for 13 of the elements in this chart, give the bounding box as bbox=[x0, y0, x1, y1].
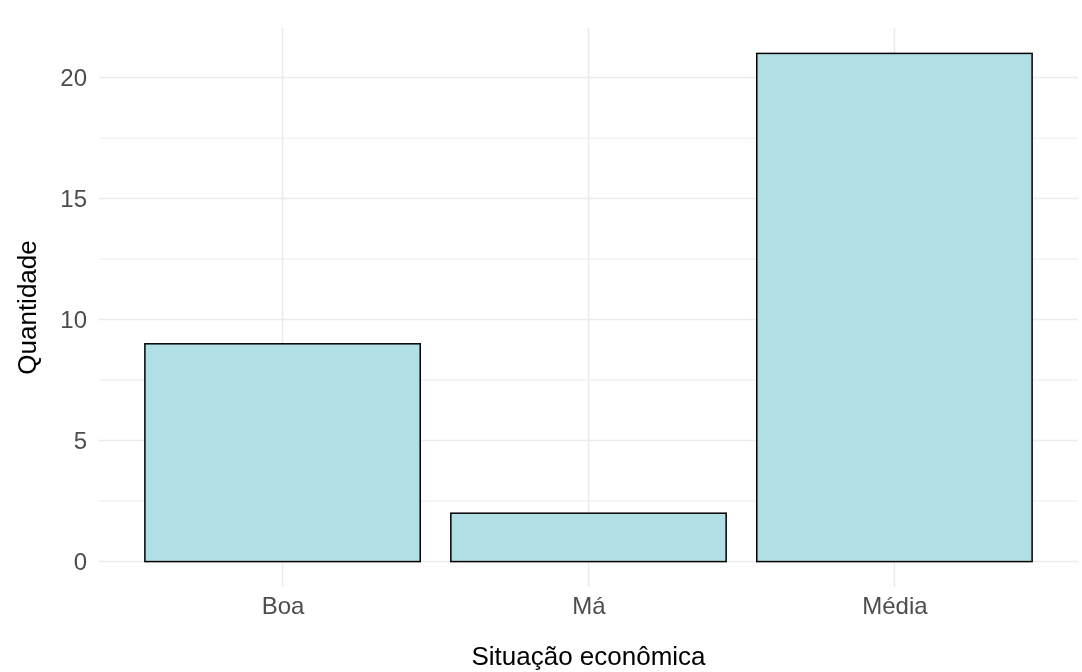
bar bbox=[450, 512, 727, 563]
y-tick-label: 20 bbox=[60, 63, 87, 91]
x-axis-title: Situação econômica bbox=[471, 641, 707, 671]
bar bbox=[756, 52, 1033, 563]
x-tick-label: Boa bbox=[261, 592, 306, 620]
y-tick-label: 5 bbox=[73, 426, 87, 454]
bar bbox=[144, 343, 421, 563]
y-tick-label: 10 bbox=[60, 305, 87, 333]
x-tick-label: Média bbox=[862, 592, 929, 620]
y-tick-label: 0 bbox=[73, 547, 87, 575]
y-tick-label: 15 bbox=[60, 184, 87, 212]
y-axis-title: Quantidade bbox=[12, 240, 42, 375]
x-tick-label: Má bbox=[572, 592, 607, 620]
